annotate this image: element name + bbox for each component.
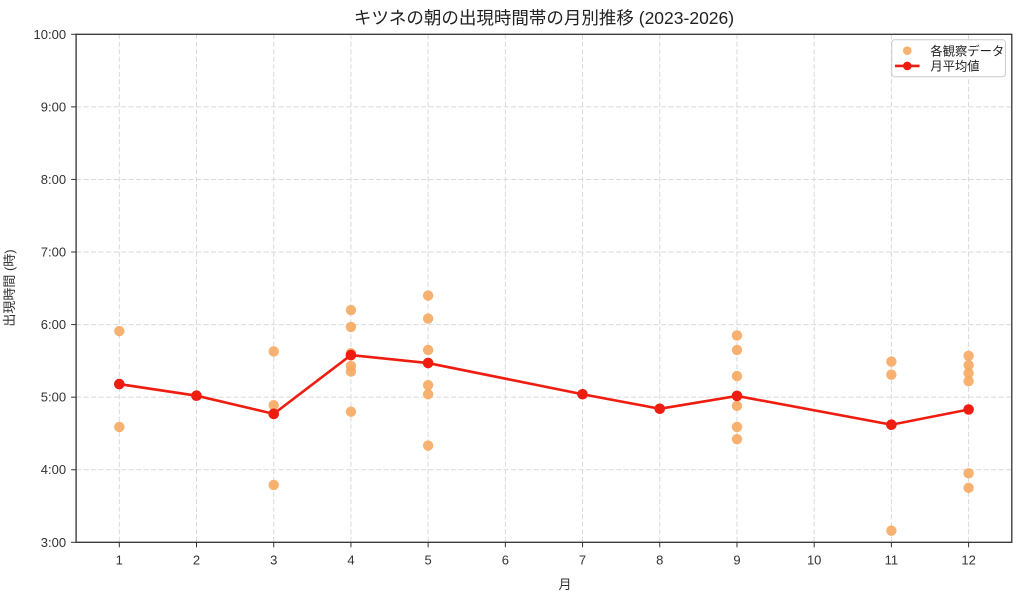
svg-text:月平均値: 月平均値 — [930, 59, 979, 74]
svg-text:12: 12 — [961, 552, 975, 567]
svg-text:11: 11 — [885, 552, 899, 567]
svg-text:月: 月 — [558, 577, 571, 592]
svg-text:3:00: 3:00 — [41, 535, 66, 550]
svg-text:10:00: 10:00 — [34, 27, 67, 42]
svg-text:9: 9 — [733, 552, 740, 567]
svg-text:4:00: 4:00 — [41, 462, 66, 477]
svg-text:7: 7 — [579, 552, 586, 567]
svg-text:キツネの朝の出現時間帯の月別推移 (2023-2026): キツネの朝の出現時間帯の月別推移 (2023-2026) — [354, 8, 734, 28]
svg-text:3: 3 — [270, 552, 277, 567]
svg-text:2: 2 — [193, 552, 200, 567]
svg-text:6: 6 — [502, 552, 509, 567]
svg-text:6:00: 6:00 — [41, 317, 66, 332]
svg-text:各観察データ: 各観察データ — [930, 43, 1004, 58]
svg-text:5:00: 5:00 — [41, 390, 66, 405]
svg-text:10: 10 — [807, 552, 821, 567]
svg-text:8: 8 — [656, 552, 663, 567]
svg-text:4: 4 — [347, 552, 354, 567]
svg-text:1: 1 — [116, 552, 123, 567]
svg-text:出現時間 (時): 出現時間 (時) — [2, 249, 17, 326]
svg-text:9:00: 9:00 — [41, 99, 66, 114]
svg-text:7:00: 7:00 — [41, 245, 66, 260]
svg-text:8:00: 8:00 — [41, 172, 66, 187]
svg-text:5: 5 — [425, 552, 432, 567]
